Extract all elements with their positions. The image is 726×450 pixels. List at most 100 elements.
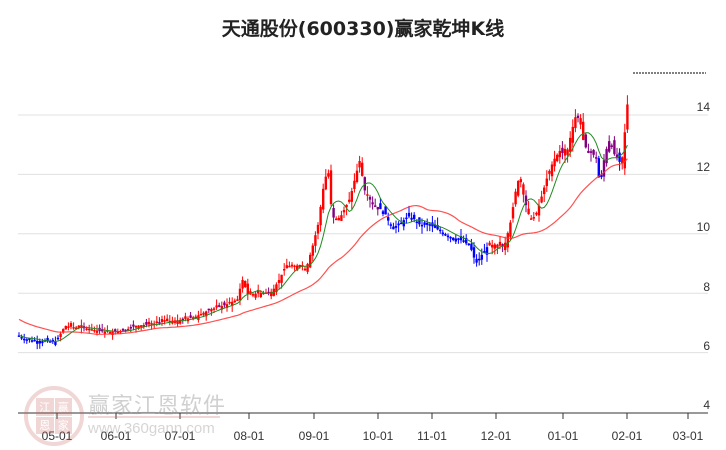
y-label-8: 8	[703, 280, 710, 294]
x-label: 01-01	[547, 429, 579, 443]
candle-body	[36, 340, 39, 344]
candle-body	[283, 268, 286, 271]
candle-body	[444, 234, 447, 236]
candle-body	[293, 265, 296, 268]
candle-body	[472, 247, 476, 258]
candle-body	[587, 150, 590, 153]
candle-body	[576, 115, 580, 118]
candle-body	[72, 327, 75, 329]
candle-body	[527, 208, 530, 215]
candle-body	[257, 289, 260, 294]
candle-body	[400, 222, 403, 225]
watermark-divider	[88, 416, 220, 418]
candle-body	[532, 217, 535, 219]
candle-body	[137, 325, 140, 329]
candle-body	[613, 140, 616, 155]
candle-body	[93, 329, 96, 332]
candle-body	[168, 320, 171, 323]
x-label: 10-01	[362, 429, 394, 443]
candle-body	[33, 339, 36, 342]
candle-body	[605, 148, 608, 164]
y-label-6: 6	[703, 339, 710, 353]
candle-body	[514, 191, 517, 205]
candle-body	[340, 215, 343, 221]
candle-body	[95, 330, 99, 333]
candle-body	[236, 299, 239, 301]
candle-body	[88, 328, 91, 331]
candle-body	[132, 324, 135, 327]
candle-body	[290, 264, 294, 267]
candle-body	[410, 217, 413, 220]
candle-body	[379, 203, 382, 210]
candle-body	[543, 187, 546, 195]
candle-body	[134, 325, 138, 328]
candle-body	[491, 244, 494, 248]
candle-body	[501, 244, 504, 247]
y-label-12: 12	[696, 160, 710, 174]
ma-short-line	[18, 132, 628, 342]
candle-body	[210, 309, 213, 312]
candle-body	[69, 323, 73, 327]
candle-body	[571, 126, 574, 143]
candle-body	[20, 337, 23, 339]
candle-body	[67, 326, 70, 328]
candle-body	[361, 162, 364, 176]
y-label-10: 10	[696, 220, 710, 234]
candle-body	[267, 291, 270, 294]
candle-body	[608, 141, 611, 152]
candle-body	[192, 317, 195, 319]
x-label: 06-01	[100, 429, 132, 443]
candle-body	[129, 327, 132, 329]
candle-body	[387, 217, 390, 221]
candle-body	[550, 164, 554, 177]
candle-body	[618, 152, 621, 162]
candle-body	[124, 329, 127, 332]
candle-body	[584, 134, 587, 148]
candle-body	[212, 308, 216, 310]
candle-body	[303, 268, 307, 271]
candle-body	[498, 241, 502, 246]
candle-body	[199, 313, 203, 316]
candle-body	[465, 238, 468, 244]
candle-body	[233, 300, 236, 303]
candle-body	[319, 206, 322, 226]
candle-body	[389, 224, 392, 226]
candle-body	[566, 149, 569, 155]
candle-body	[322, 188, 325, 210]
candle-body	[511, 207, 515, 219]
candle-body	[436, 225, 439, 230]
candle-body	[223, 302, 226, 306]
candle-body	[454, 238, 457, 242]
candle-body	[205, 311, 208, 317]
candle-body	[574, 117, 577, 129]
candle-body	[127, 328, 130, 331]
candle-body	[147, 321, 151, 325]
candle-body	[288, 265, 291, 268]
candle-body	[285, 265, 288, 269]
candle-body	[413, 214, 416, 220]
candle-body	[160, 319, 164, 323]
candle-body	[358, 161, 361, 168]
candle-body	[220, 306, 223, 310]
candle-body	[428, 224, 431, 226]
candle-body	[561, 147, 564, 154]
candle-body	[150, 323, 153, 325]
candle-body	[558, 150, 561, 158]
candle-body	[426, 222, 429, 225]
candle-body	[202, 312, 205, 315]
candle-body	[392, 226, 395, 230]
x-label: 08-01	[233, 429, 265, 443]
candle-body	[228, 301, 231, 304]
x-label: 12-01	[480, 429, 512, 443]
candle-body	[615, 154, 619, 159]
candle-body	[30, 340, 34, 342]
candle-body	[407, 212, 411, 217]
candle-body	[85, 328, 88, 331]
candle-body	[56, 337, 60, 340]
candle-body	[49, 341, 52, 343]
candle-body	[621, 157, 624, 164]
candle-body	[311, 245, 314, 256]
candle-body	[270, 291, 273, 297]
candle-body	[589, 151, 593, 153]
candle-body	[600, 174, 603, 178]
